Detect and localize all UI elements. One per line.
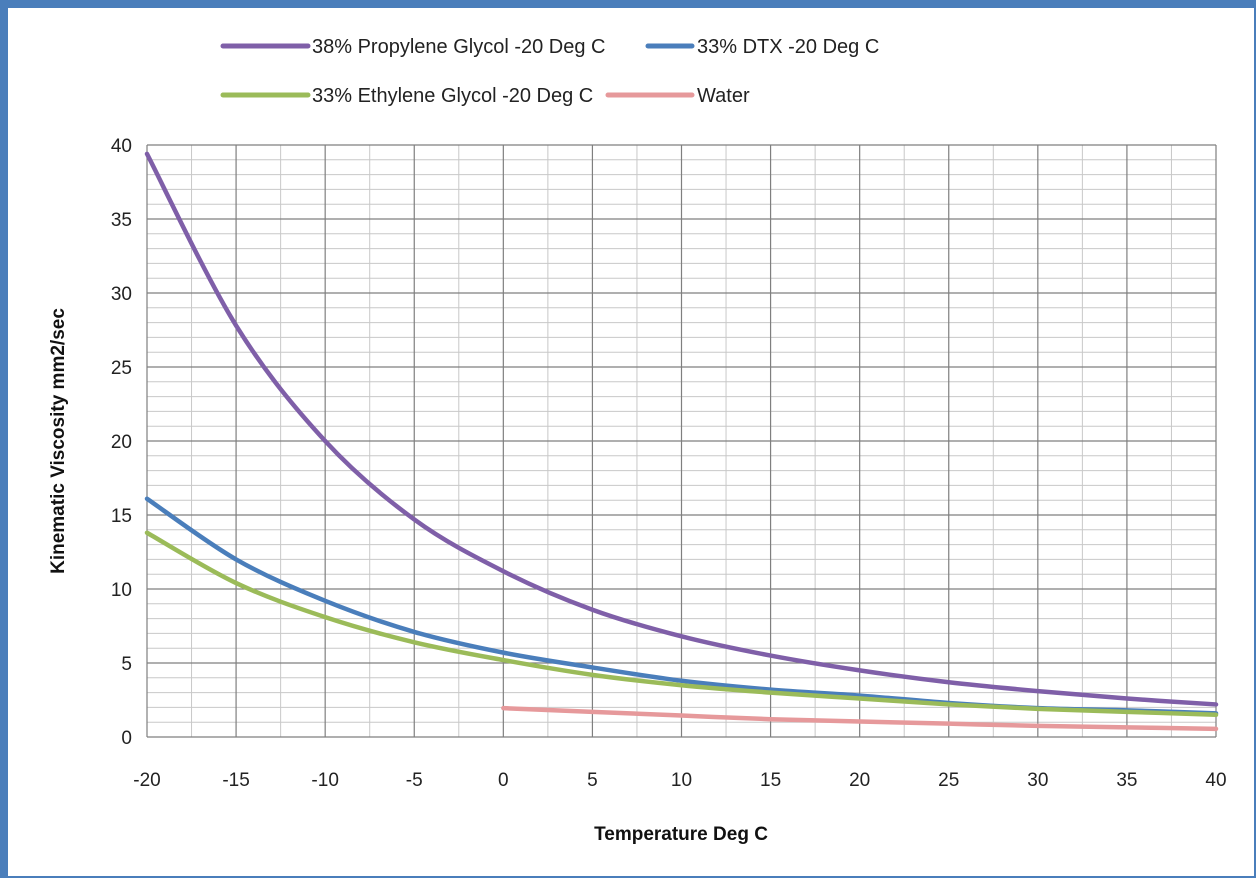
x-axis-title: Temperature Deg C: [594, 824, 768, 845]
x-tick-label: 35: [1116, 770, 1137, 791]
legend-label-propylene: 38% Propylene Glycol -20 Deg C: [312, 36, 605, 58]
y-tick-label: 0: [121, 728, 132, 749]
series-line-propylene: [144, 151, 1219, 707]
major-gridlines: [146, 144, 1217, 738]
x-tick-label: 0: [498, 770, 509, 791]
series-line-ethylene: [144, 530, 1219, 718]
x-tick-label: -10: [311, 770, 338, 791]
series-line-water: [501, 705, 1219, 732]
legend-label-water: Water: [697, 85, 750, 107]
x-tick-label: 5: [587, 770, 598, 791]
viscosity-chart: -20 -15 -10 -5 0 5 10 15 20 25 30 35 40 0 5 10 15 20 25 30 3…: [48, 36, 1227, 845]
legend-item-ethylene: 33% Ethylene Glycol -20 Deg C: [220, 85, 593, 107]
y-tick-label: 15: [111, 506, 132, 527]
x-tick-label: -15: [222, 770, 249, 791]
y-axis-title: Kinematic Viscosity mm2/sec: [48, 308, 69, 574]
series-lines: [144, 151, 1219, 732]
y-tick-label: 40: [111, 136, 132, 157]
y-tick-label: 5: [121, 654, 132, 675]
x-tick-label: -5: [406, 770, 423, 791]
legend-label-ethylene: 33% Ethylene Glycol -20 Deg C: [312, 85, 593, 107]
y-tick-label: 25: [111, 358, 132, 379]
y-tick-label: 35: [111, 210, 132, 231]
legend-label-dtx: 33% DTX -20 Deg C: [697, 36, 879, 58]
legend-item-dtx: 33% DTX -20 Deg C: [645, 36, 879, 58]
x-tick-label: 30: [1027, 770, 1048, 791]
tick-labels: -20 -15 -10 -5 0 5 10 15 20 25 30 35 40 0 5 10 15 20 25 30 3…: [111, 136, 1227, 791]
legend-item-water: Water: [605, 85, 750, 107]
y-tick-label: 10: [111, 580, 132, 601]
y-tick-label: 30: [111, 284, 132, 305]
x-tick-label: 25: [938, 770, 959, 791]
x-tick-label: 20: [849, 770, 870, 791]
legend-item-propylene: 38% Propylene Glycol -20 Deg C: [220, 36, 605, 58]
legend: 38% Propylene Glycol -20 Deg C 33% DTX -…: [220, 36, 879, 107]
y-tick-label: 20: [111, 432, 132, 453]
x-tick-label: -20: [133, 770, 160, 791]
x-tick-label: 15: [760, 770, 781, 791]
x-tick-label: 10: [671, 770, 692, 791]
x-tick-label: 40: [1205, 770, 1226, 791]
